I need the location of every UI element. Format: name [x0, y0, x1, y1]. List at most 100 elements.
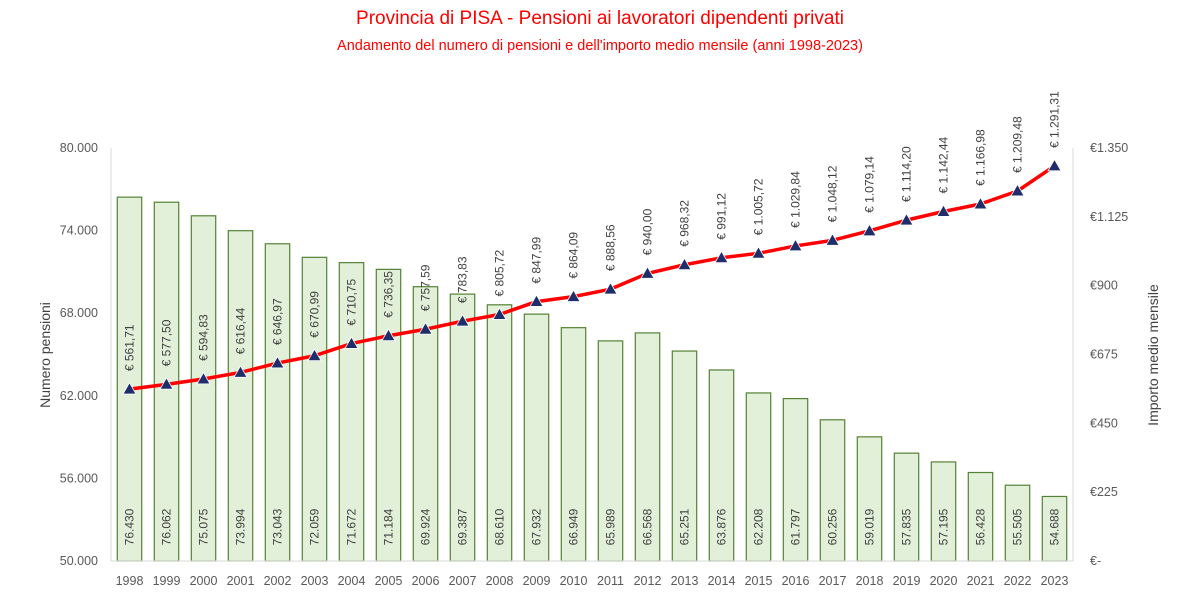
line-label-2001: € 616,44 [234, 307, 248, 354]
bar-label-2021: 56.428 [974, 508, 988, 545]
bar-2000 [190, 215, 217, 562]
x-tick-label-2006: 2006 [412, 574, 440, 588]
x-tick-label-2018: 2018 [856, 574, 884, 588]
line-label-2003: € 670,99 [308, 291, 322, 338]
x-tick-label-2013: 2013 [671, 574, 699, 588]
line-label-2009: € 847,99 [530, 237, 544, 284]
y-tick-label: 62.000 [60, 389, 98, 403]
line-point-2019 [899, 212, 914, 226]
line-label-2023: € 1.291,31 [1048, 91, 1062, 148]
line-label-2010: € 864,09 [567, 232, 581, 279]
chart-title: Provincia di PISA - Pensioni ai lavorato… [356, 8, 844, 29]
line-point-2006 [418, 321, 433, 335]
y2-tick-label: €675 [1090, 348, 1118, 362]
x-tick-label-2003: 2003 [301, 574, 329, 588]
bar-label-2008: 68.610 [493, 508, 507, 545]
bar-label-2009: 67.932 [530, 508, 544, 545]
line-label-1998: € 561,71 [123, 324, 137, 371]
bar-label-2010: 66.949 [567, 508, 581, 545]
y2-axis-title: Importo medio mensile [1145, 284, 1161, 426]
bar-label-2019: 57.835 [900, 508, 914, 545]
bar-2012 [634, 332, 661, 562]
bar-label-2014: 63.876 [715, 508, 729, 545]
x-tick-label-2009: 2009 [523, 574, 551, 588]
y2-tick-label: €1.125 [1090, 210, 1128, 224]
line-label-2008: € 805,72 [493, 249, 507, 296]
bar-label-2017: 60.256 [826, 508, 840, 545]
x-tick-label-2011: 2011 [597, 574, 624, 588]
bar-2001 [227, 230, 254, 562]
y-axis-title: Numero pensioni [37, 302, 53, 408]
line-point-2005 [381, 328, 396, 342]
line-point-2014 [714, 250, 729, 264]
line-point-2012 [640, 266, 655, 279]
line-label-2011: € 888,56 [604, 224, 618, 271]
y-tick-label: 80.000 [60, 141, 98, 155]
line-label-2004: € 710,75 [345, 279, 359, 326]
line-point-2021 [973, 196, 988, 210]
x-tick-label-2023: 2023 [1041, 574, 1069, 588]
line-point-2004 [344, 336, 359, 349]
line-label-2013: € 968,32 [678, 200, 692, 247]
x-tick-label-2016: 2016 [782, 574, 810, 588]
x-tick-label-2005: 2005 [375, 574, 403, 588]
line-label-2017: € 1.048,12 [826, 165, 840, 222]
bar-label-2013: 65.251 [678, 508, 692, 545]
line-point-2017 [825, 233, 840, 246]
line-series [129, 164, 1056, 391]
bar-label-2012: 66.568 [641, 508, 655, 545]
bar-2002 [264, 243, 291, 562]
line-point-2001 [233, 365, 248, 378]
x-tick-label-2014: 2014 [708, 574, 736, 588]
bar-label-2001: 73.994 [234, 508, 248, 545]
bar-1998 [116, 196, 143, 562]
line-point-1998 [122, 381, 137, 395]
y-tick-label: 50.000 [60, 554, 98, 568]
line-label-2012: € 940,00 [641, 208, 655, 255]
bar-2016 [782, 397, 809, 562]
y2-tick-label: €- [1090, 554, 1101, 568]
x-tick-label-2015: 2015 [745, 574, 773, 588]
bar-label-2007: 69.387 [456, 508, 470, 545]
bar-label-2004: 71.672 [345, 508, 359, 545]
bar-2007 [449, 293, 476, 562]
bar-label-2020: 57.195 [937, 508, 951, 545]
x-tick-label-2022: 2022 [1004, 574, 1032, 588]
bar-label-2000: 75.075 [197, 508, 211, 545]
line-point-2016 [788, 238, 803, 252]
line-point-2020 [936, 204, 951, 217]
line-point-2011 [603, 281, 618, 295]
line-point-2002 [270, 355, 285, 369]
x-tick-label-2008: 2008 [486, 574, 514, 588]
bar-label-2015: 62.208 [752, 508, 766, 545]
line-point-2000 [196, 371, 211, 385]
line-label-2005: € 736,35 [382, 271, 396, 318]
x-tick-label-2010: 2010 [560, 574, 588, 588]
line-point-2003 [307, 348, 322, 362]
bar-label-2011: 65.989 [604, 508, 618, 545]
line-point-2013 [677, 257, 692, 271]
y2-tick-label: €1.350 [1090, 141, 1128, 155]
x-tick-label-2012: 2012 [634, 574, 662, 588]
line-point-2008 [492, 307, 507, 320]
line-point-2015 [751, 246, 766, 259]
line-label-1999: € 577,50 [160, 319, 174, 366]
line-point-1999 [159, 377, 174, 390]
line-label-2015: € 1.005,72 [752, 178, 766, 235]
line-label-2016: € 1.029,84 [789, 171, 803, 228]
line-point-2007 [455, 313, 470, 327]
bar-label-2002: 73.043 [271, 508, 285, 545]
line-label-2022: € 1.209,48 [1011, 116, 1025, 173]
x-tick-label-2020: 2020 [930, 574, 958, 588]
bar-2020 [930, 461, 957, 562]
x-tick-label-2019: 2019 [893, 574, 921, 588]
bar-label-2023: 54.688 [1048, 508, 1062, 545]
bar-2017 [819, 419, 846, 562]
line-point-2010 [566, 289, 581, 302]
y2-tick-label: €900 [1090, 279, 1118, 293]
line-label-2006: € 757,59 [419, 264, 433, 311]
x-tick-label-1998: 1998 [116, 574, 144, 588]
line-label-2018: € 1.079,14 [863, 156, 877, 213]
